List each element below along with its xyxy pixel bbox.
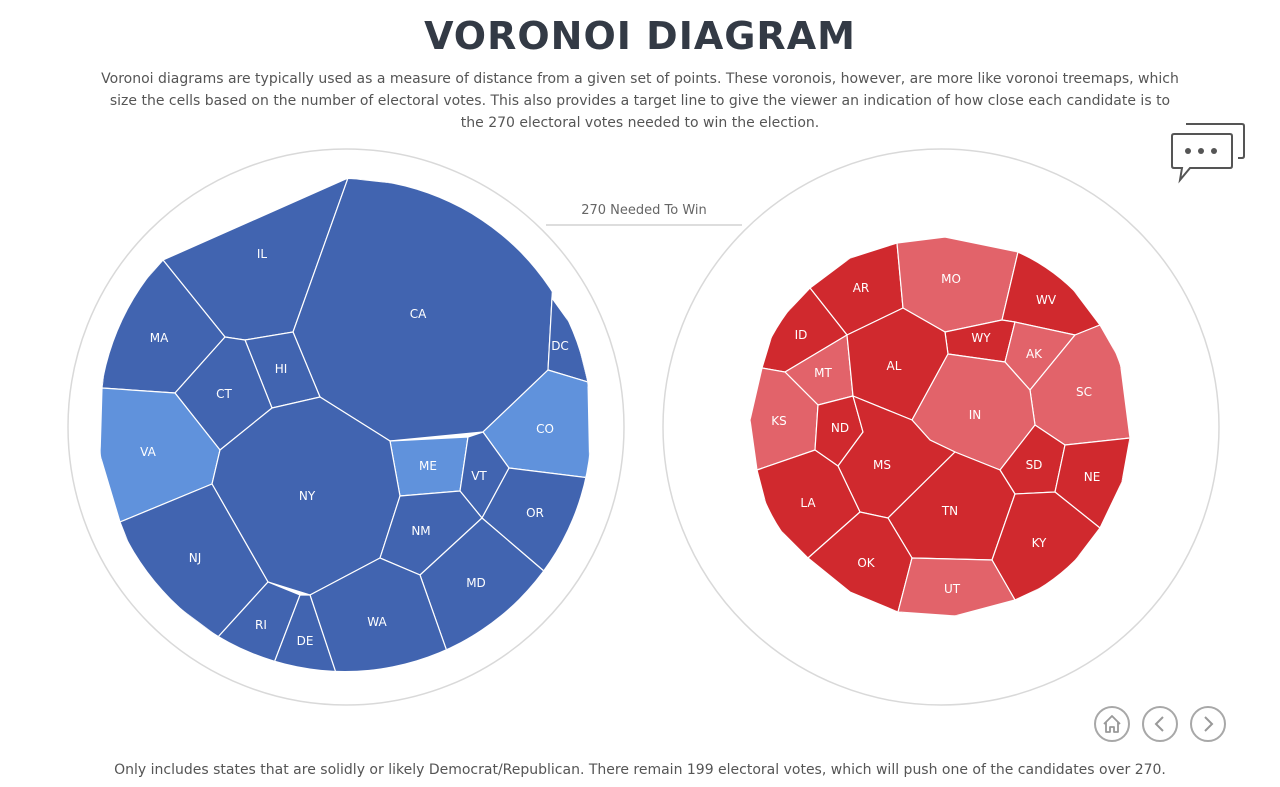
previous-button[interactable] (1142, 706, 1178, 742)
chevron-right-icon (1204, 716, 1214, 732)
state-label-nd: ND (831, 421, 849, 435)
state-label-de: DE (297, 634, 314, 648)
cell-ut[interactable] (897, 557, 1016, 616)
state-label-md: MD (466, 576, 486, 590)
state-label-co: CO (536, 422, 554, 436)
state-label-wa: WA (367, 615, 387, 629)
chat-bubbles-icon[interactable] (1170, 122, 1246, 184)
rep-target-ring (662, 148, 1220, 706)
state-label-ok: OK (857, 556, 875, 570)
state-label-id: ID (795, 328, 808, 342)
state-label-ks: KS (771, 414, 787, 428)
next-button[interactable] (1190, 706, 1226, 742)
dem-target-ring (67, 148, 625, 706)
state-label-ma: MA (150, 331, 169, 345)
state-label-in: IN (969, 408, 982, 422)
state-label-wy: WY (971, 331, 991, 345)
state-label-sd: SD (1026, 458, 1043, 472)
state-label-tn: TN (941, 504, 958, 518)
state-label-ca: CA (410, 307, 427, 321)
target-label: 270 Needed To Win (581, 203, 707, 218)
footnote: Only includes states that are solidly or… (114, 762, 1166, 778)
state-label-ne: NE (1084, 470, 1101, 484)
democrat-labels: IL CA MA HI CT DC VA CO ME NY VT OR NM NJ MD RI WA DE (140, 247, 569, 648)
state-label-or: OR (526, 506, 544, 520)
state-label-dc: DC (551, 339, 569, 353)
state-label-la: LA (800, 496, 816, 510)
democrat-voronoi (99, 179, 591, 673)
state-label-ky: KY (1032, 536, 1047, 550)
chevron-left-icon (1154, 716, 1164, 732)
state-label-ms: MS (873, 458, 891, 472)
home-icon (1103, 715, 1121, 733)
state-label-ri: RI (255, 618, 267, 632)
home-button[interactable] (1094, 706, 1130, 742)
state-label-nm: NM (411, 524, 430, 538)
state-label-ut: UT (944, 582, 961, 596)
state-label-hi: HI (275, 362, 288, 376)
state-label-ny: NY (299, 489, 316, 503)
page-title: VORONOI DIAGRAM (424, 14, 856, 58)
state-label-sc: SC (1076, 385, 1092, 399)
state-label-ct: CT (216, 387, 232, 401)
state-label-va: VA (140, 445, 156, 459)
cell-ne[interactable] (1054, 437, 1130, 529)
state-label-me: ME (419, 459, 437, 473)
cell-de[interactable] (273, 594, 337, 673)
republican-labels: AR MO WV ID WY AK MT AL SC KS IN ND SD NE MS LA TN KY OK UT (771, 272, 1100, 596)
state-label-vt: VT (471, 469, 487, 483)
state-label-wv: WV (1036, 293, 1057, 307)
state-label-il: IL (257, 247, 268, 261)
state-label-ak: AK (1026, 347, 1043, 361)
state-label-ar: AR (853, 281, 870, 295)
state-label-mt: MT (814, 366, 832, 380)
state-label-mo: MO (941, 272, 961, 286)
state-label-al: AL (887, 359, 902, 373)
page-description: Voronoi diagrams are typically used as a… (101, 71, 1179, 131)
state-label-nj: NJ (189, 551, 202, 565)
republican-voronoi (750, 236, 1130, 616)
